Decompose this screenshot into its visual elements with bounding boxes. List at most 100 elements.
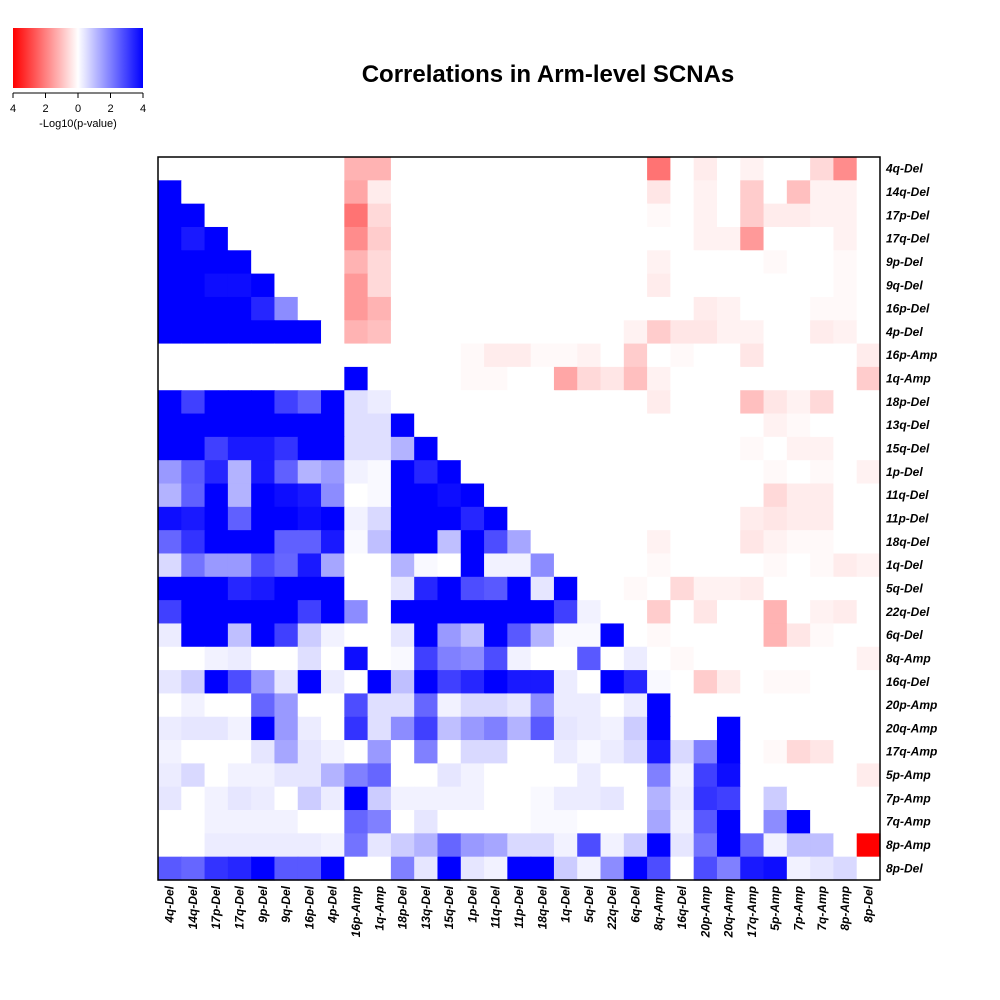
heatmap-cell: [414, 413, 439, 438]
legend-tick-label: 4: [10, 103, 16, 115]
heatmap-cell: [856, 250, 881, 275]
heatmap-cell: [204, 226, 229, 251]
heatmap-cell: [484, 226, 508, 251]
heatmap-cell: [647, 623, 671, 648]
heatmap-cell: [414, 576, 439, 601]
heatmap-cell: [484, 273, 508, 298]
heatmap-cell: [297, 273, 322, 298]
heatmap-cell: [181, 343, 206, 368]
heatmap-cell: [623, 460, 648, 485]
heatmap-cell: [740, 763, 765, 788]
heatmap-cell: [693, 436, 718, 461]
heatmap-cell: [437, 203, 462, 228]
heatmap-cell: [367, 530, 392, 555]
heatmap-cell: [297, 203, 322, 228]
heatmap-cell: [693, 716, 718, 741]
heatmap-cell: [856, 740, 881, 764]
heatmap-cell: [437, 856, 462, 881]
heatmap-cell: [344, 180, 369, 205]
heatmap-cell: [181, 413, 206, 438]
row-label: 17q-Del: [886, 232, 930, 246]
heatmap-cell: [460, 273, 485, 298]
heatmap-cell: [740, 833, 765, 858]
heatmap-cell: [856, 436, 881, 461]
heatmap-cell: [833, 180, 858, 205]
heatmap-cell: [740, 646, 765, 671]
heatmap-cell: [740, 436, 765, 461]
heatmap-cell: [414, 693, 439, 718]
heatmap-cell: [810, 786, 835, 811]
heatmap-cell: [763, 576, 788, 601]
heatmap-cell: [227, 553, 252, 578]
heatmap-cell: [856, 623, 881, 648]
heatmap-cell: [390, 553, 415, 578]
heatmap-cell: [856, 763, 881, 788]
heatmap-cell: [274, 600, 299, 625]
column-label: 8q-Amp: [652, 886, 666, 931]
heatmap-cell: [530, 180, 555, 205]
heatmap-cell: [786, 506, 811, 531]
heatmap-cell: [251, 833, 276, 858]
heatmap-cell: [367, 296, 392, 321]
heatmap-cell: [763, 530, 788, 555]
heatmap-cell: [414, 436, 439, 461]
heatmap-cell: [553, 296, 578, 321]
heatmap-cell: [414, 273, 439, 298]
heatmap-cell: [670, 646, 695, 671]
heatmap-cell: [390, 856, 415, 881]
heatmap-cell: [344, 483, 369, 508]
heatmap-cell: [484, 483, 508, 508]
heatmap-cell: [647, 413, 671, 438]
heatmap-cell: [623, 740, 648, 764]
heatmap-cell: [786, 646, 811, 671]
heatmap-cell: [786, 623, 811, 648]
heatmap-cell: [367, 413, 392, 438]
heatmap-cell: [507, 833, 532, 858]
heatmap-cell: [297, 390, 322, 415]
heatmap-cell: [530, 693, 555, 718]
column-label: 7q-Amp: [815, 886, 829, 931]
heatmap-cell: [553, 203, 578, 228]
heatmap-cell: [647, 530, 671, 555]
heatmap-cell: [344, 716, 369, 741]
heatmap-cell: [251, 390, 276, 415]
heatmap-cell: [670, 786, 695, 811]
heatmap-cell: [530, 576, 555, 601]
heatmap-cell: [577, 856, 602, 881]
heatmap-cell: [390, 716, 415, 741]
heatmap-cell: [204, 506, 229, 531]
heatmap-cell: [740, 296, 765, 321]
heatmap-cell: [274, 180, 299, 205]
heatmap-cell: [158, 436, 182, 461]
heatmap-cell: [856, 483, 881, 508]
heatmap-cell: [763, 273, 788, 298]
heatmap-cell: [158, 600, 182, 625]
heatmap-cell: [251, 763, 276, 788]
heatmap-cell: [833, 576, 858, 601]
heatmap-cell: [693, 740, 718, 764]
heatmap-cell: [856, 273, 881, 298]
heatmap-cell: [158, 670, 182, 695]
heatmap-cell: [344, 670, 369, 695]
heatmap-cell: [647, 436, 671, 461]
heatmap-cell: [856, 530, 881, 555]
heatmap-cell: [507, 413, 532, 438]
heatmap-cell: [810, 716, 835, 741]
heatmap-cell: [740, 623, 765, 648]
heatmap-cell: [437, 716, 462, 741]
heatmap-cell: [251, 436, 276, 461]
heatmap-cell: [693, 670, 718, 695]
heatmap-cell: [623, 320, 648, 345]
heatmap-cell: [810, 856, 835, 881]
column-label: 8p-Amp: [838, 886, 852, 931]
heatmap-cell: [693, 600, 718, 625]
heatmap-cell: [344, 203, 369, 228]
heatmap-cell: [251, 646, 276, 671]
heatmap-cell: [530, 530, 555, 555]
heatmap-cell: [740, 390, 765, 415]
column-label: 13q-Del: [419, 885, 433, 929]
heatmap-cell: [647, 157, 671, 181]
heatmap-cell: [181, 273, 206, 298]
heatmap-cell: [600, 250, 625, 275]
heatmap-cell: [251, 670, 276, 695]
